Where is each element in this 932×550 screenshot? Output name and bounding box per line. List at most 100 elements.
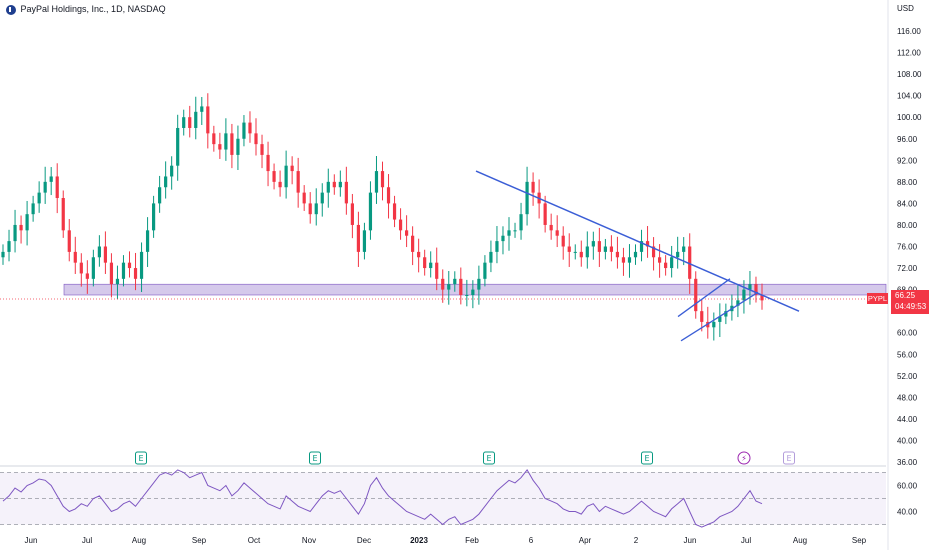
earnings-icon: E xyxy=(135,451,147,465)
candle-body xyxy=(736,300,740,306)
event-marker-label: E xyxy=(138,454,143,463)
candle-body xyxy=(694,278,698,312)
candle-body xyxy=(350,203,354,225)
price-tick-label: 40.00 xyxy=(897,436,918,445)
price-tick-label: 100.00 xyxy=(897,113,922,122)
candle-body xyxy=(392,203,397,220)
candle-body xyxy=(31,203,35,215)
candle-body xyxy=(603,246,607,252)
last-price-value: 66.25 xyxy=(895,291,916,300)
paypal-logo-icon xyxy=(6,4,16,15)
candle-body xyxy=(326,181,330,193)
candle-body xyxy=(55,176,59,199)
candle-body xyxy=(639,241,644,252)
time-tick-label: Jul xyxy=(82,536,92,545)
price-tick-label: 112.00 xyxy=(897,49,921,58)
price-tick-label: 60.00 xyxy=(897,329,918,338)
earnings-icon: E xyxy=(483,451,495,465)
dividend-split-icon: ⚡ xyxy=(737,451,751,465)
candle-body xyxy=(579,251,583,258)
event-marker-label: ⚡ xyxy=(741,454,747,463)
rsi-tick-label: 60.00 xyxy=(897,482,918,491)
candle-body xyxy=(37,192,41,204)
candle-body xyxy=(97,246,101,258)
descending-trendline xyxy=(475,170,800,312)
candle-body xyxy=(597,241,601,252)
candle-body xyxy=(302,192,306,204)
candle-body xyxy=(489,251,493,263)
candle-body xyxy=(555,230,559,236)
candle-body xyxy=(19,224,23,231)
candle-body xyxy=(109,262,114,285)
candle-body xyxy=(290,165,294,172)
candle-body xyxy=(615,251,620,258)
time-tick-label: Jul xyxy=(741,536,751,545)
time-tick-label: 2023 xyxy=(410,536,428,545)
candle-body xyxy=(441,278,445,290)
candle-body xyxy=(67,230,71,252)
candle-body xyxy=(49,176,53,182)
candle-body xyxy=(724,311,728,317)
price-tick-label: 84.00 xyxy=(897,199,918,208)
candle-body xyxy=(549,224,553,231)
candle-body xyxy=(435,262,439,279)
time-tick-label: 6 xyxy=(529,536,534,545)
candle-body xyxy=(760,294,764,301)
candle-body xyxy=(332,181,336,188)
ticker-label: PYPL xyxy=(867,293,888,304)
chart-header[interactable]: PayPal Holdings, Inc., 1D, NASDAQ xyxy=(6,4,166,15)
candle-body xyxy=(260,144,264,155)
candle-body xyxy=(465,294,469,296)
support-zone-rect xyxy=(63,283,887,296)
price-tick-label: 108.00 xyxy=(897,70,922,79)
candle-body xyxy=(308,203,312,215)
candle-body xyxy=(121,262,126,279)
candle-body xyxy=(633,251,638,258)
time-tick-label: Oct xyxy=(248,536,261,545)
price-tick-label: 96.00 xyxy=(897,135,918,144)
event-marker-shape xyxy=(135,451,147,465)
rsi-pane: 60.00 40.00 xyxy=(0,465,918,528)
candle-body xyxy=(176,127,180,166)
candle-body xyxy=(73,251,77,263)
candle-body xyxy=(320,192,324,204)
candle-body xyxy=(206,106,210,134)
candle-body xyxy=(314,203,318,215)
candle-body xyxy=(688,246,692,279)
candle-body xyxy=(230,133,234,155)
candle-body xyxy=(573,251,577,253)
candle-body xyxy=(471,289,475,295)
candle-body xyxy=(748,284,752,290)
candle-body xyxy=(561,235,565,247)
channel-lower-line xyxy=(680,291,759,342)
candle-body xyxy=(356,224,361,252)
time-tick-label: Nov xyxy=(302,536,316,545)
candle-body xyxy=(712,321,716,328)
candle-body xyxy=(272,171,276,182)
event-marker-label: E xyxy=(486,454,491,463)
candle-body xyxy=(151,203,156,231)
candle-body xyxy=(477,278,481,290)
candle-body xyxy=(453,278,457,285)
support-zone xyxy=(63,283,887,296)
time-tick-label: Aug xyxy=(793,536,807,545)
candle-body xyxy=(188,117,192,128)
candle-body xyxy=(164,176,168,188)
candle-body xyxy=(501,235,505,242)
candle-body xyxy=(170,165,174,177)
event-marker-shape xyxy=(483,451,495,465)
rsi-line xyxy=(2,469,763,528)
candle-body xyxy=(380,171,385,188)
candle-body xyxy=(682,246,686,252)
candle-body xyxy=(374,171,379,193)
candle-body xyxy=(567,246,571,252)
candle-body xyxy=(627,257,632,263)
candle-body xyxy=(43,181,47,193)
price-axis: 116.00 112.00 108.00 104.00 100.00 96.00 92.00… xyxy=(887,0,922,550)
candle-body xyxy=(362,230,367,252)
price-tick-label: 116.00 xyxy=(897,27,921,36)
candle-body xyxy=(621,257,626,263)
time-tick-label: Dec xyxy=(357,536,371,545)
event-marker-label: E xyxy=(312,454,317,463)
